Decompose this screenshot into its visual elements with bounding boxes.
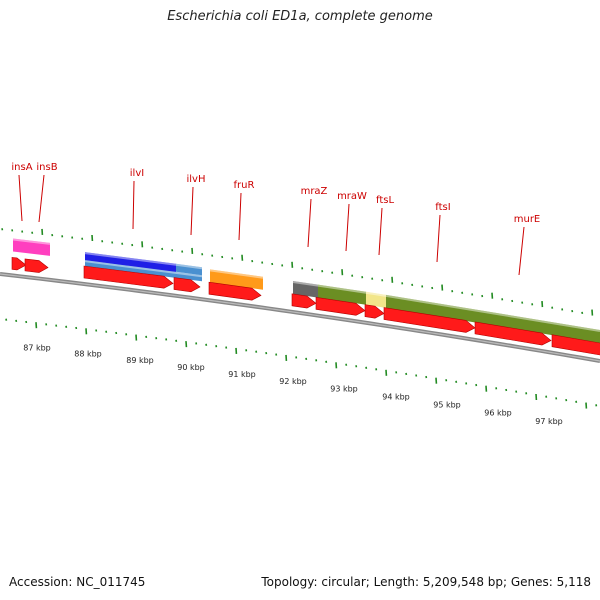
gene-label-mraZ: mraZ (301, 186, 328, 197)
leader-line (308, 199, 311, 247)
feature-track (13, 239, 600, 343)
kbp-label: 94 kbp (382, 392, 410, 401)
leader-line (133, 181, 134, 229)
leader-line (19, 175, 22, 221)
gene-label-murE: murE (514, 214, 541, 225)
kbp-label: 96 kbp (484, 409, 512, 418)
gene-label-ilvH: ilvH (187, 174, 206, 185)
kbp-label: 93 kbp (330, 384, 358, 393)
insA-arrow (12, 257, 26, 270)
cds-arrow-track (12, 257, 600, 355)
insB-arrow (25, 259, 48, 273)
gene-label-insB: insB (36, 162, 57, 173)
accession-text: Accession: NC_011745 (9, 575, 145, 589)
gene-label-fruR: fruR (234, 180, 255, 191)
leader-line (39, 175, 44, 222)
leader-line (379, 208, 382, 255)
gene-label-mraW: mraW (337, 191, 367, 202)
gene-label-insA: insA (11, 162, 32, 173)
leader-line (239, 193, 241, 240)
kbp-label: 90 kbp (177, 363, 205, 372)
leader-line (519, 227, 524, 275)
kbp-label: 87 kbp (23, 343, 51, 352)
kbp-label: 89 kbp (126, 356, 154, 365)
kbp-label: 97 kbp (535, 417, 563, 426)
leader-line (191, 187, 193, 235)
kbp-labels: 87 kbp 88 kbp 89 kbp 90 kbp 91 kbp 92 kbp 93 k… (23, 343, 563, 426)
kbp-label: 92 kbp (279, 377, 307, 386)
gene-label-ftsI: ftsI (435, 202, 450, 213)
genome-summary-text: Topology: circular; Length: 5,209,548 bp… (261, 575, 591, 589)
gene-label-ftsL: ftsL (376, 195, 394, 206)
gene-label-ilvI: ilvI (130, 168, 144, 179)
kbp-label: 91 kbp (228, 370, 256, 379)
leader-line (346, 204, 349, 251)
kbp-label: 88 kbp (74, 350, 102, 359)
kbp-label: 95 kbp (433, 400, 461, 409)
gene-labels: insA insB ilvI ilvH fruR mraZ mraW ftsL ftsI murE (11, 162, 540, 225)
leader-line (437, 215, 440, 262)
